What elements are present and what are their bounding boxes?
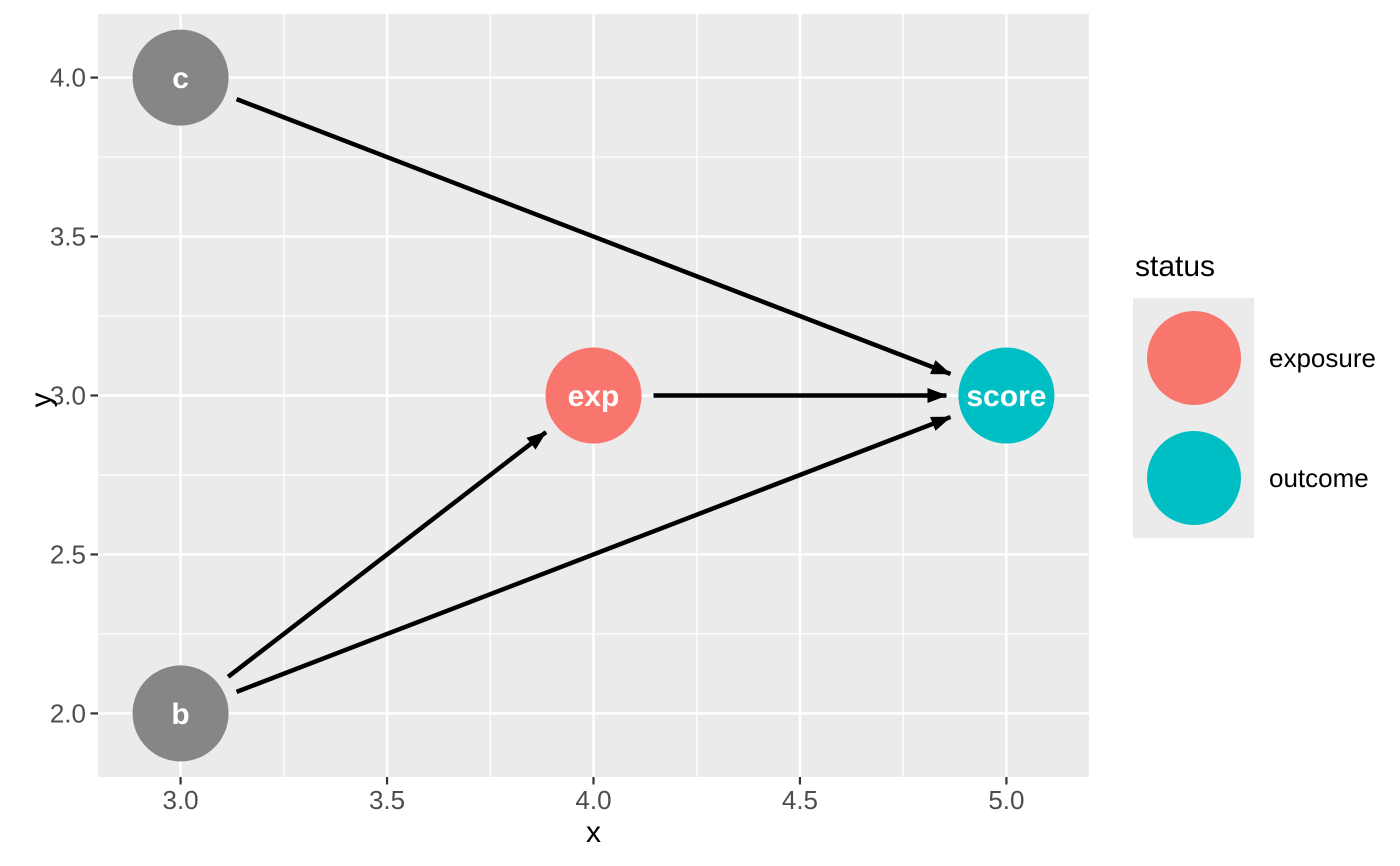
legend-entry-exposure: exposure — [1133, 298, 1376, 418]
x-axis-title: x — [586, 816, 601, 849]
y-tick-label: 4.0 — [50, 63, 86, 93]
legend-entry-outcome: outcome — [1133, 418, 1376, 538]
x-tick-label: 4.0 — [575, 785, 611, 815]
edge-b-to-exp — [226, 430, 548, 679]
node-b — [132, 665, 229, 762]
legend-label: outcome — [1269, 462, 1369, 493]
node-label-c: c — [172, 62, 189, 95]
edge-b-to-score — [235, 414, 952, 694]
x-tick-label: 3.0 — [163, 785, 199, 815]
edge-c-to-score — [235, 97, 952, 377]
legend-label: exposure — [1269, 342, 1376, 373]
legend-entries: exposure outcome — [1133, 298, 1376, 538]
x-tick-label: 4.5 — [782, 785, 818, 815]
y-tick-label: 2.0 — [50, 698, 86, 728]
node-c — [132, 29, 229, 126]
legend-title: status — [1135, 250, 1216, 283]
legend: status exposure outcome — [1133, 250, 1376, 538]
legend-key — [1133, 418, 1254, 538]
node-label-exp: exp — [568, 380, 620, 413]
node-score — [958, 347, 1055, 444]
node-label-score: score — [966, 380, 1046, 413]
x-tick-label: 5.0 — [988, 785, 1024, 815]
node-label-b: b — [171, 698, 189, 731]
legend-circle-exposure — [1146, 311, 1241, 405]
y-tick-label: 3.0 — [50, 381, 86, 411]
node-exp — [545, 347, 642, 444]
legend-key — [1133, 298, 1254, 418]
x-tick-label: 3.5 — [369, 785, 405, 815]
y-axis-title: y — [25, 392, 58, 408]
y-tick-label: 3.5 — [50, 222, 86, 252]
legend-circle-outcome — [1146, 431, 1241, 525]
y-tick-label: 2.5 — [50, 539, 86, 569]
